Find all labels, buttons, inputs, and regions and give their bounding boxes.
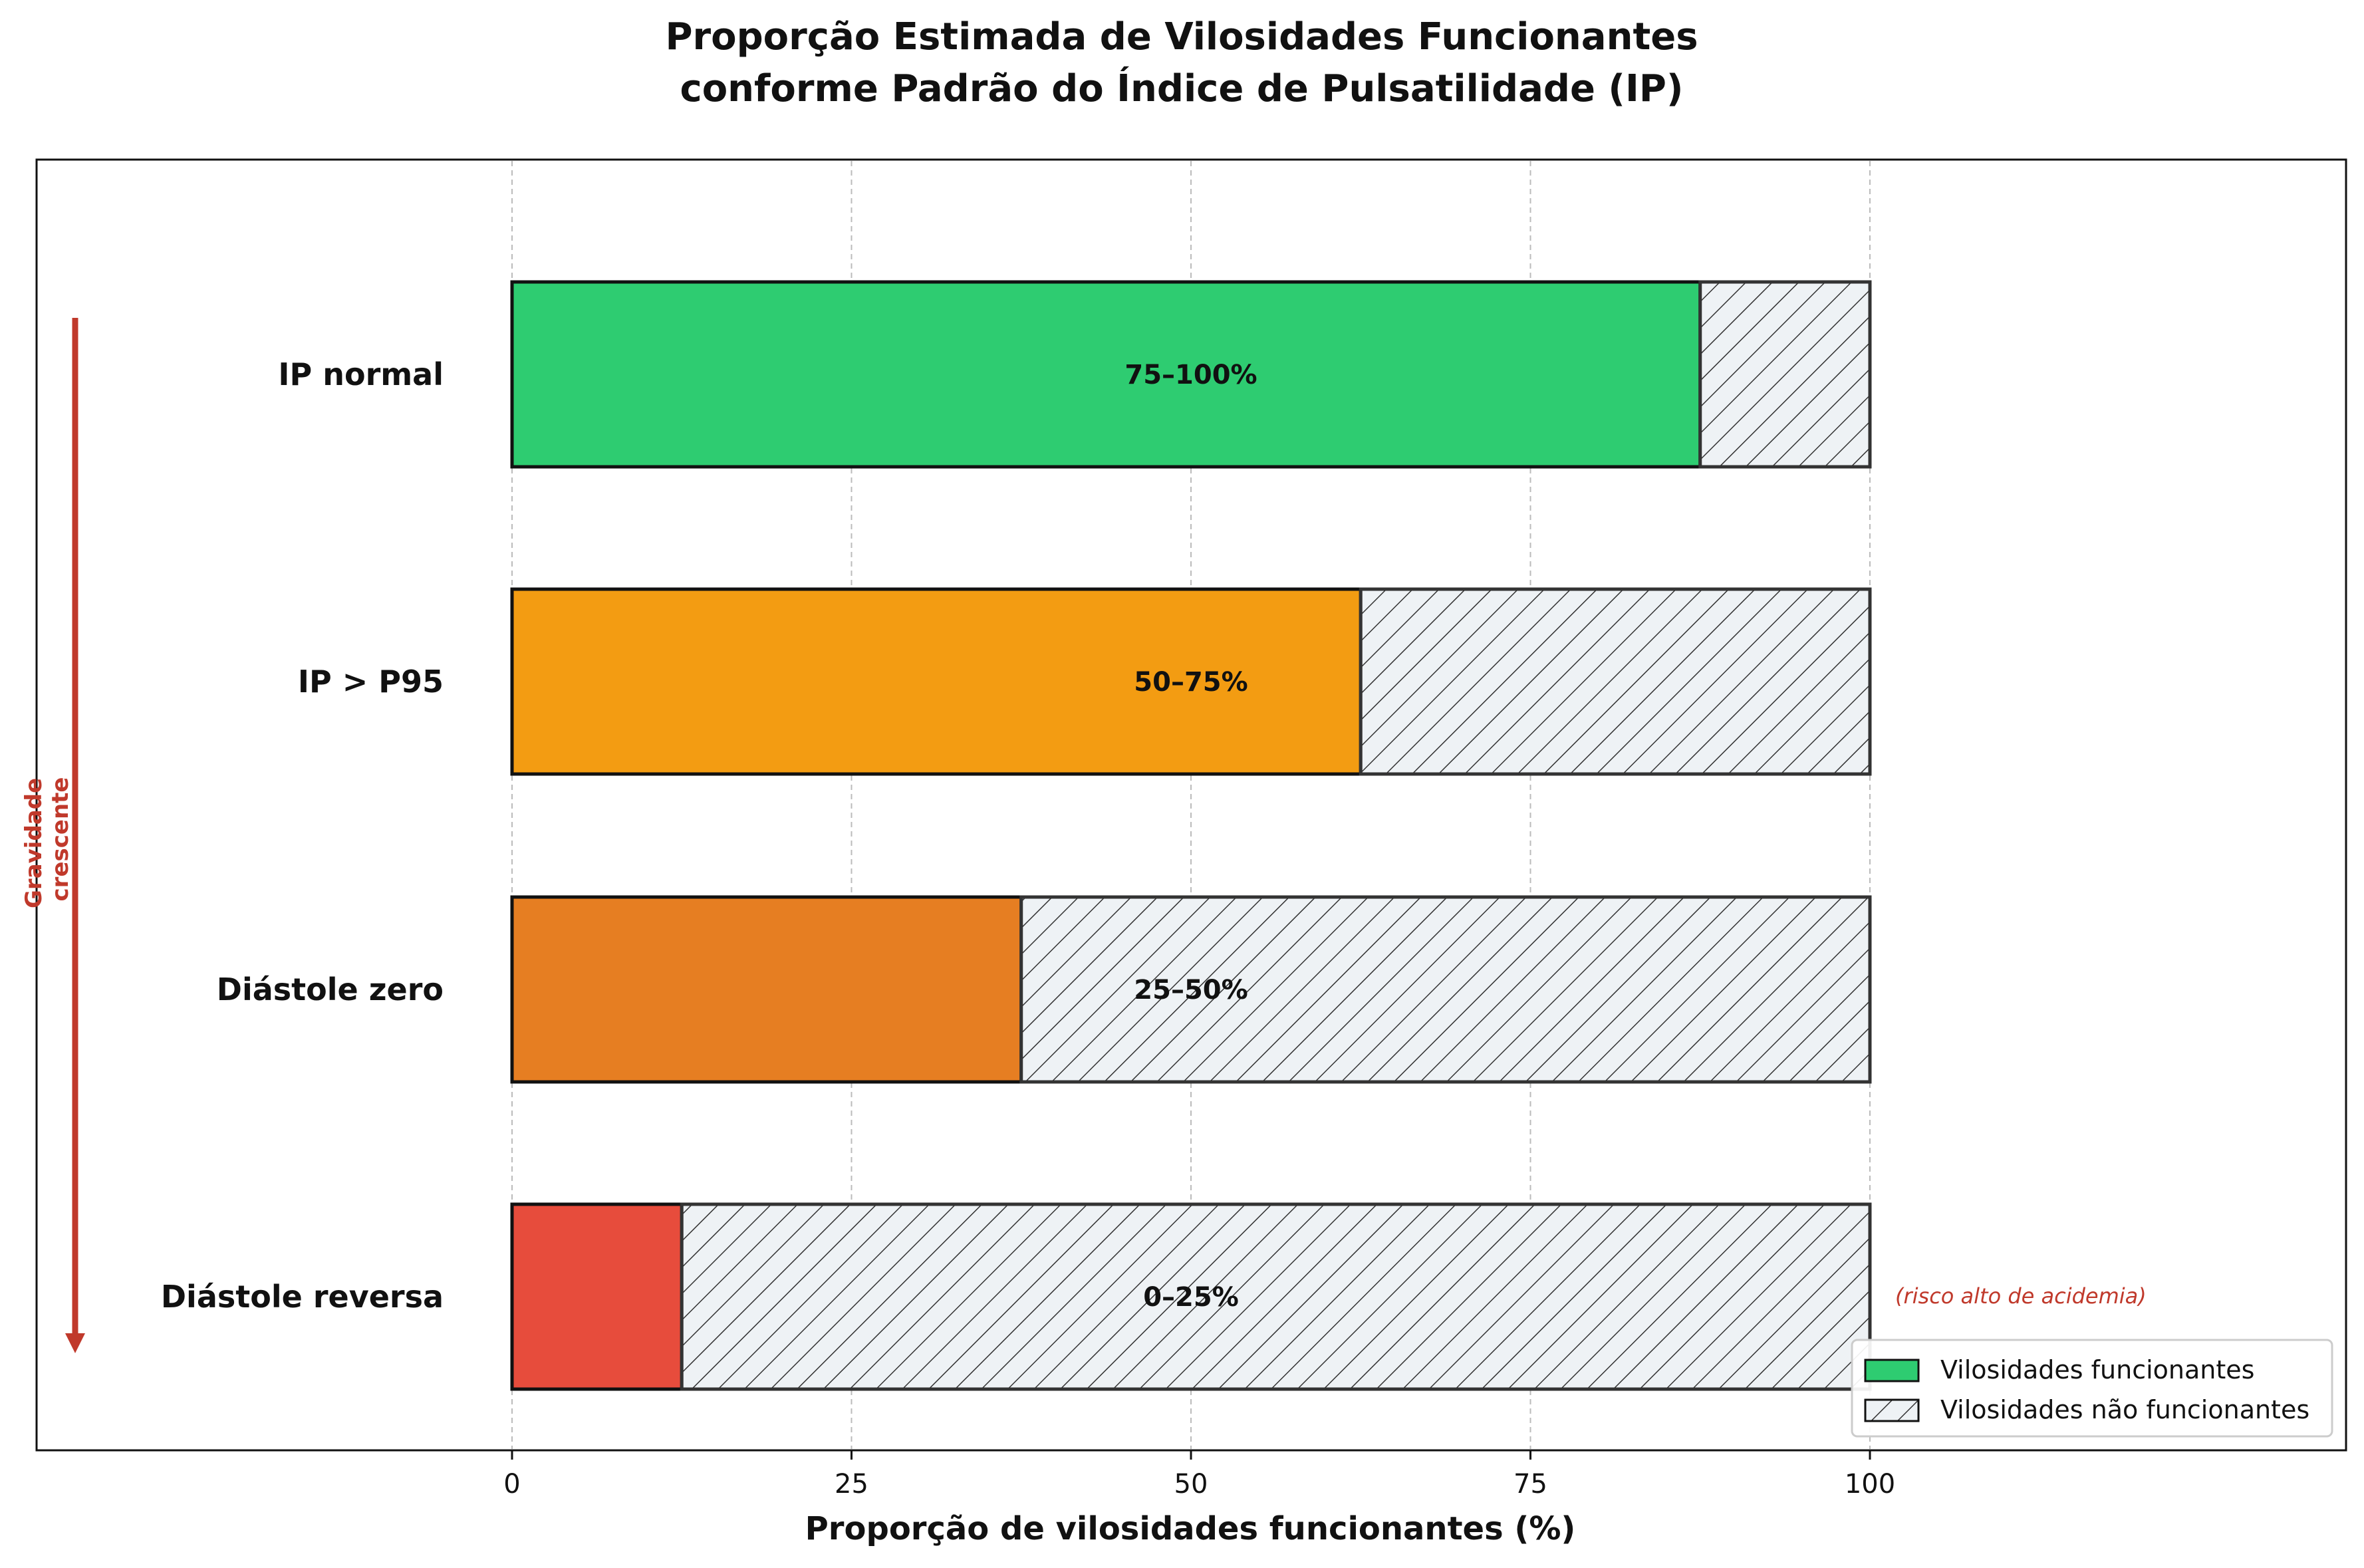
chart-title-line-1: Proporção Estimada de Vilosidades Funcio… — [665, 15, 1698, 59]
severity-label-line-1: Gravidade — [21, 778, 47, 908]
severity-label-line-2: crescente — [47, 777, 74, 902]
bar-value-label-ip-p95: 50–75% — [1134, 667, 1248, 698]
x-tick-label-50: 50 — [1174, 1469, 1208, 1500]
legend-swatch-functioning — [1864, 1359, 1920, 1382]
high-risk-note: (risco alto de acidemia) — [1895, 1283, 2147, 1309]
category-label-diastole-zero: Diástole zero — [217, 972, 444, 1007]
x-tick-label-0: 0 — [503, 1469, 520, 1500]
x-axis-title: Proporção de vilosidades funcionantes (%… — [805, 1510, 1576, 1547]
category-label-ip-p95: IP > P95 — [298, 664, 444, 700]
bar-functioning-diastole-reversa — [510, 1202, 684, 1391]
bars: 75–100% 50–75% 25–50% 0–25% — [510, 280, 1872, 1391]
bar-value-label-ip-normal: 75–100% — [1124, 360, 1257, 390]
x-tick-label-75: 75 — [1513, 1469, 1547, 1500]
legend-label-nonfunctioning: Vilosidades não funcionantes — [1940, 1395, 2309, 1424]
bar-functioning-ip-normal — [510, 280, 1702, 469]
bar-value-label-diastole-reversa: 0–25% — [1143, 1282, 1239, 1313]
legend-swatch-nonfunctioning — [1864, 1398, 1920, 1422]
bar-functioning-diastole-zero — [510, 895, 1023, 1084]
bar-nonfunctioning-ip-normal — [1698, 280, 1872, 469]
x-tick-label-25: 25 — [835, 1469, 868, 1500]
category-label-diastole-reversa: Diástole reversa — [161, 1279, 444, 1315]
severity-arrow-head — [65, 1333, 85, 1353]
legend-box — [1851, 1339, 2333, 1438]
bar-nonfunctioning-ip-p95 — [1359, 587, 1872, 776]
category-label-ip-normal: IP normal — [278, 356, 444, 392]
x-axis-ticks: 0 25 50 75 100 — [503, 1450, 1895, 1500]
severity-arrow — [65, 318, 85, 1353]
chart-title-line-2: conforme Padrão do Índice de Pulsatilida… — [680, 66, 1684, 110]
legend-label-functioning: Vilosidades funcionantes — [1940, 1355, 2254, 1384]
bar-nonfunctioning-diastole-reversa — [680, 1202, 1872, 1391]
x-tick-label-100: 100 — [1845, 1469, 1895, 1500]
bar-nonfunctioning-diastole-zero — [1019, 895, 1872, 1084]
category-labels: IP normal IP > P95 Diástole zero Diástole r… — [161, 356, 444, 1315]
severity-label: Gravidade crescente — [21, 770, 74, 908]
bar-value-label-diastole-zero: 25–50% — [1134, 975, 1248, 1005]
legend: Vilosidades funcionantes Vilosidades não… — [1851, 1339, 2333, 1438]
